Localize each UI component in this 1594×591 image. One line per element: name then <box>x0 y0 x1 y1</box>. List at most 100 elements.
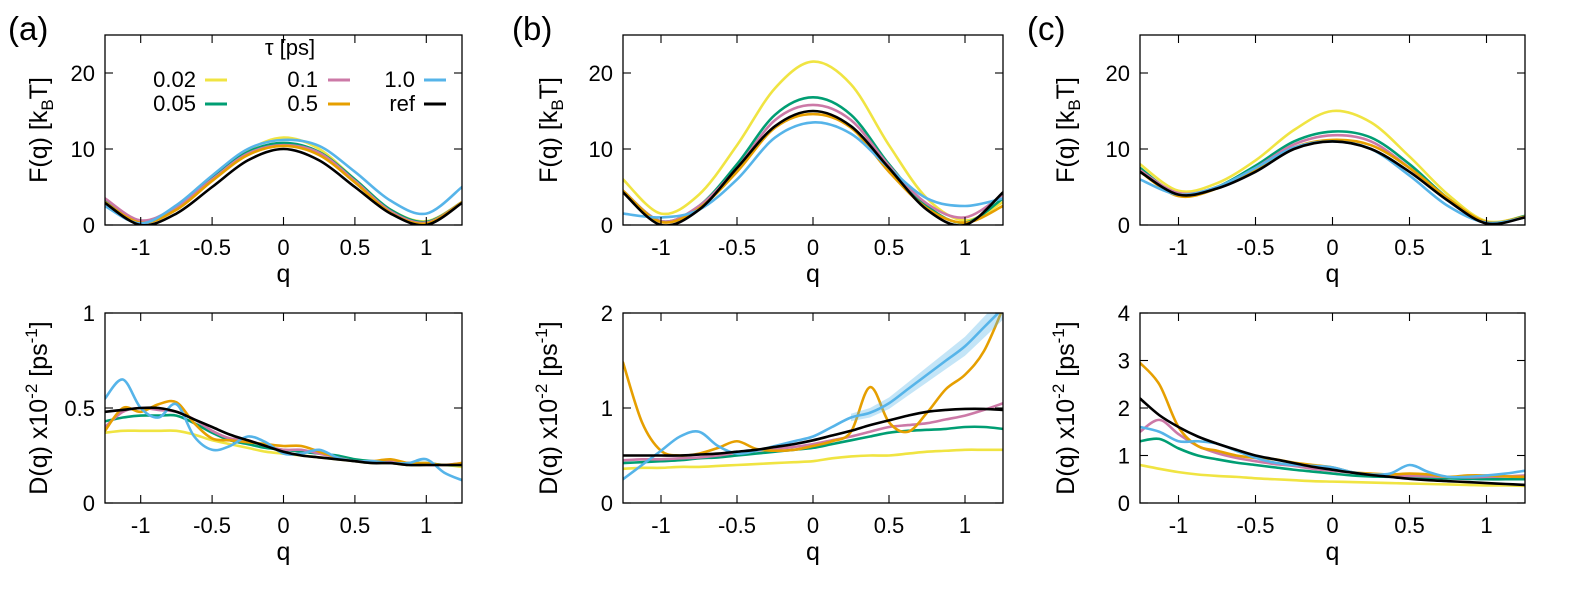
panel-label: (a) <box>8 10 48 47</box>
y-tick-label: 10 <box>1106 137 1130 162</box>
legend: τ [ps] 0.02 0.1 1.0 0.05 0.5 ref <box>153 35 446 116</box>
y-tick-label: 10 <box>71 137 95 162</box>
y-axis-label: D(q) x10-2 [ps-1] <box>532 321 563 494</box>
x-tick-label: -1 <box>651 235 671 260</box>
y-tick-label: 1 <box>1118 444 1130 469</box>
x-tick-label: 0.5 <box>874 235 905 260</box>
x-axis-label: q <box>806 538 820 566</box>
series-line-1_0 <box>1140 425 1525 479</box>
plot-frame <box>1139 34 1526 226</box>
x-tick-label: 0.5 <box>340 513 371 538</box>
x-tick-label: -0.5 <box>1237 513 1275 538</box>
y-axis-label: D(q) x10-2 [ps-1] <box>22 321 53 494</box>
series-line-0_5 <box>623 313 1003 457</box>
plot-frame <box>622 34 1004 226</box>
y-tick-label: 20 <box>1106 61 1130 86</box>
x-tick-label: 1 <box>1480 513 1492 538</box>
plot-frame <box>622 312 1004 504</box>
legend-item-ref: ref <box>389 91 446 116</box>
y-tick-label: 3 <box>1118 349 1130 374</box>
series-group <box>1140 109 1525 225</box>
y-tick-label: 0 <box>601 491 613 516</box>
legend-item-1_0: 1.0 <box>384 67 446 92</box>
x-tick-label: 0 <box>1326 235 1338 260</box>
legend-label: 1.0 <box>384 67 415 92</box>
y-tick-label: 2 <box>601 301 613 326</box>
series-line-0_5 <box>1140 361 1525 479</box>
x-tick-label: 1 <box>959 235 971 260</box>
x-tick-label: 1 <box>959 513 971 538</box>
series-line-0_5 <box>623 112 1003 225</box>
x-tick-label: 0 <box>277 513 289 538</box>
series-line-0_5 <box>105 399 462 467</box>
y-tick-label: 0 <box>83 213 95 238</box>
x-tick-label: 0 <box>277 235 289 260</box>
panel-label: (c) <box>1027 10 1065 47</box>
series-line-1_0 <box>623 313 1001 481</box>
x-tick-label: 1 <box>1480 235 1492 260</box>
x-tick-label: 1 <box>420 513 432 538</box>
legend-title: τ [ps] <box>265 35 315 60</box>
series-group <box>105 378 462 482</box>
series-line-ref <box>105 147 462 225</box>
x-tick-label: 0 <box>807 235 819 260</box>
x-tick-label: 0.5 <box>874 513 905 538</box>
x-tick-label: -1 <box>651 513 671 538</box>
x-axis-label: q <box>1326 260 1340 288</box>
y-axis-label: D(q) x10-2 [ps-1] <box>1049 321 1080 494</box>
legend-item-0_5: 0.5 <box>287 91 350 116</box>
x-tick-label: -1 <box>1169 513 1189 538</box>
y-tick-label: 2 <box>1118 396 1130 421</box>
y-tick-label: 0 <box>1118 213 1130 238</box>
x-tick-label: -0.5 <box>193 513 231 538</box>
x-tick-label: -1 <box>131 235 151 260</box>
x-tick-label: -1 <box>131 513 151 538</box>
x-tick-label: -0.5 <box>718 235 756 260</box>
y-axis-label: F(q) [kBT] <box>1052 77 1084 183</box>
y-tick-label: 0 <box>1118 491 1130 516</box>
series-line-ref <box>623 407 1003 457</box>
series-line-1_0 <box>623 121 1003 219</box>
x-axis-label: q <box>806 260 820 288</box>
legend-label: 0.5 <box>287 91 318 116</box>
legend-label: ref <box>389 91 416 116</box>
series-line-ref <box>1140 397 1525 487</box>
x-tick-label: 0 <box>1326 513 1338 538</box>
series-line-ref <box>623 109 1003 225</box>
x-tick-label: 0.5 <box>1394 513 1425 538</box>
series-line-1_0 <box>105 138 462 225</box>
x-axis-label: q <box>1326 538 1340 566</box>
x-tick-label: -0.5 <box>193 235 231 260</box>
x-tick-label: 0 <box>807 513 819 538</box>
x-axis-label: q <box>277 538 291 566</box>
y-axis-label: F(q) [kBT] <box>25 77 57 183</box>
panel-label: (b) <box>512 10 552 47</box>
series-line-0_05 <box>1140 437 1525 481</box>
series-group <box>623 60 1003 225</box>
plot-frame <box>104 34 463 226</box>
y-tick-label: 20 <box>589 61 613 86</box>
series-line-0_1 <box>623 401 1003 462</box>
series-group <box>105 136 462 225</box>
legend-label: 0.1 <box>287 67 318 92</box>
y-tick-label: 0 <box>601 213 613 238</box>
y-tick-label: 0 <box>83 491 95 516</box>
y-tick-label: 10 <box>589 137 613 162</box>
chart-panel-a-bottom: -1 -0.5 0 0.5 1 0 0.5 1 q D(q) x10-2 [ps-1] <box>22 301 463 566</box>
y-tick-label: 1 <box>83 301 95 326</box>
series-line-0_02 <box>1140 463 1525 488</box>
x-tick-label: -0.5 <box>1237 235 1275 260</box>
x-axis-label: q <box>277 260 291 288</box>
y-tick-label: 0.5 <box>64 396 95 421</box>
uncertainty-band <box>851 313 1003 422</box>
chart-panel-b-bottom: -1 -0.5 0 0.5 1 0 1 2 q D(q) x10-2 [ps-1] <box>532 301 1004 566</box>
x-tick-label: -1 <box>1169 235 1189 260</box>
legend-label: 0.02 <box>153 67 196 92</box>
x-tick-label: 0.5 <box>1394 235 1425 260</box>
x-tick-label: 1 <box>420 235 432 260</box>
series-line-ref <box>105 406 462 467</box>
